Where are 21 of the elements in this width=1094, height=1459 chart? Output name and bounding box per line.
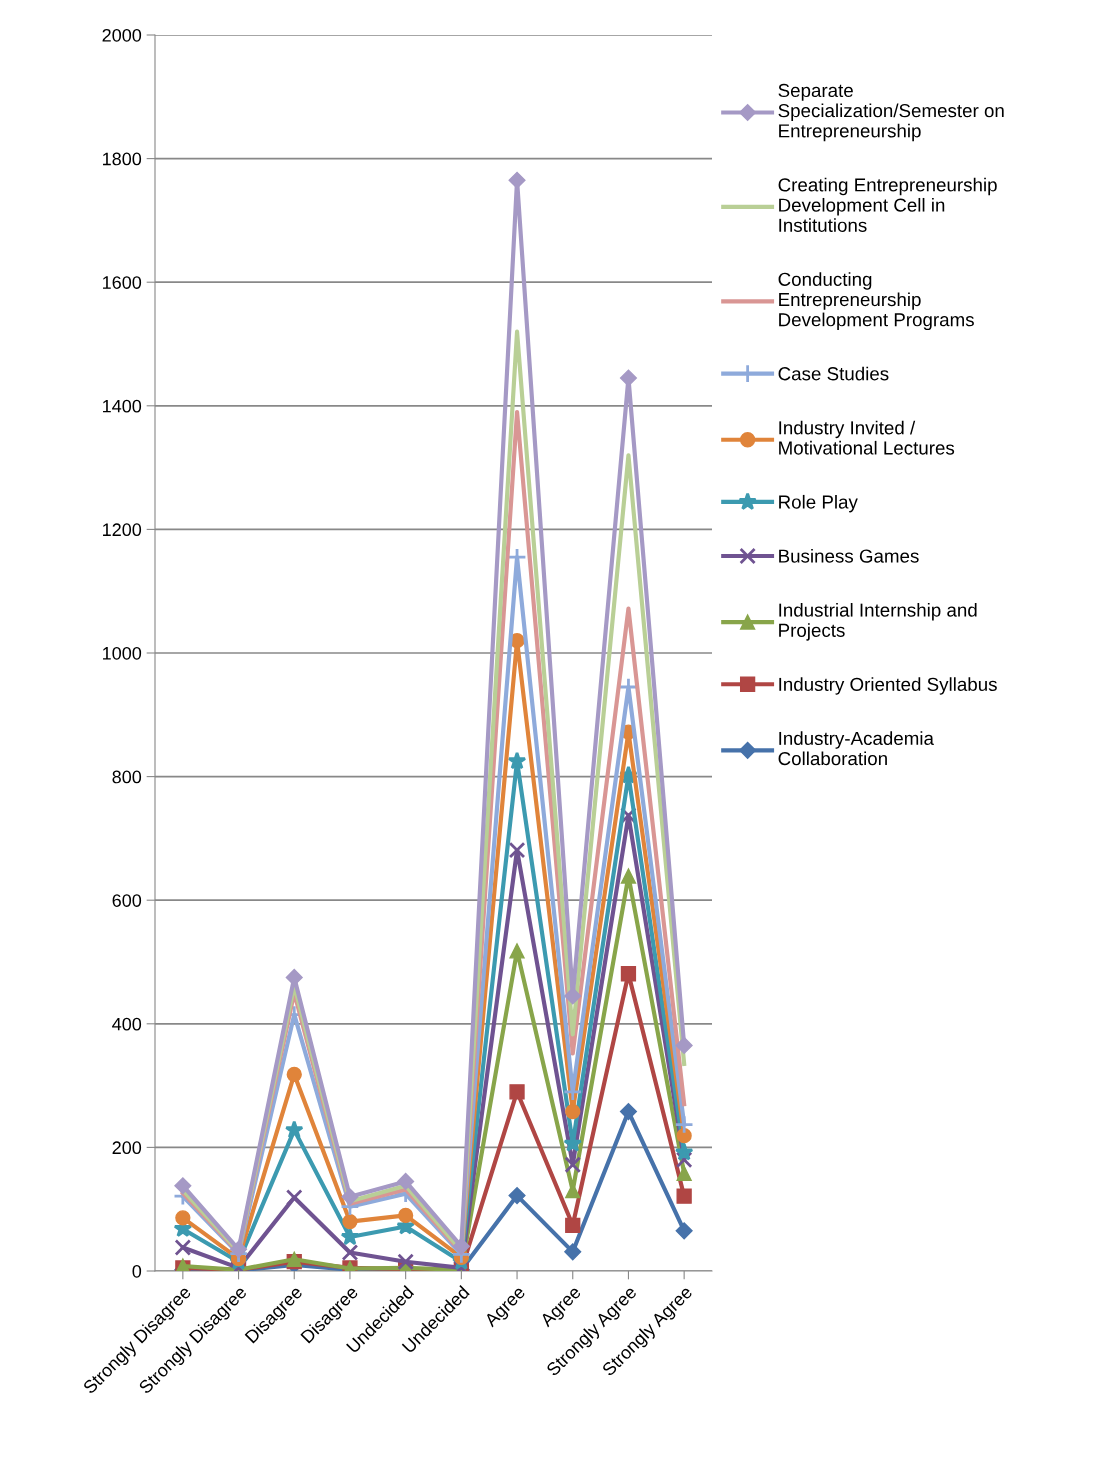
- y-tick-label: 1000: [103, 646, 142, 660]
- legend-label: Role Play: [779, 494, 858, 513]
- y-tick-label: 0: [132, 1264, 142, 1278]
- y-tick-label: 200: [112, 1141, 142, 1155]
- y-tick-label: 1600: [103, 276, 142, 289]
- y-tick-label: 400: [112, 1017, 142, 1031]
- legend-label: Separate Specialization/Semester on Entrepreneurship: [778, 83, 1004, 142]
- y-tick-label: 1800: [103, 152, 142, 166]
- legend-label: Industry Invited / Motivational Lectures: [779, 420, 955, 455]
- legend-label: Creating Entrepreneurship Development Cell in Institutions: [778, 177, 997, 232]
- legend-label: Conducting Entrepreneurship Development Programs: [778, 272, 974, 331]
- y-tick-label: 1200: [103, 523, 142, 537]
- legend-label: Case Studies: [778, 366, 889, 381]
- legend-label: Industry-Academia Collaboration: [778, 731, 934, 766]
- legend-label: Business Games: [779, 548, 919, 563]
- y-tick-label: 1400: [103, 399, 142, 413]
- y-tick-label: 2000: [102, 28, 142, 42]
- y-tick-label: 600: [112, 894, 142, 907]
- y-tick-label: 800: [112, 770, 142, 784]
- legend-label: Industry Oriented Syllabus: [779, 677, 997, 695]
- legend-label: Industrial Internship and Projects: [779, 602, 977, 641]
